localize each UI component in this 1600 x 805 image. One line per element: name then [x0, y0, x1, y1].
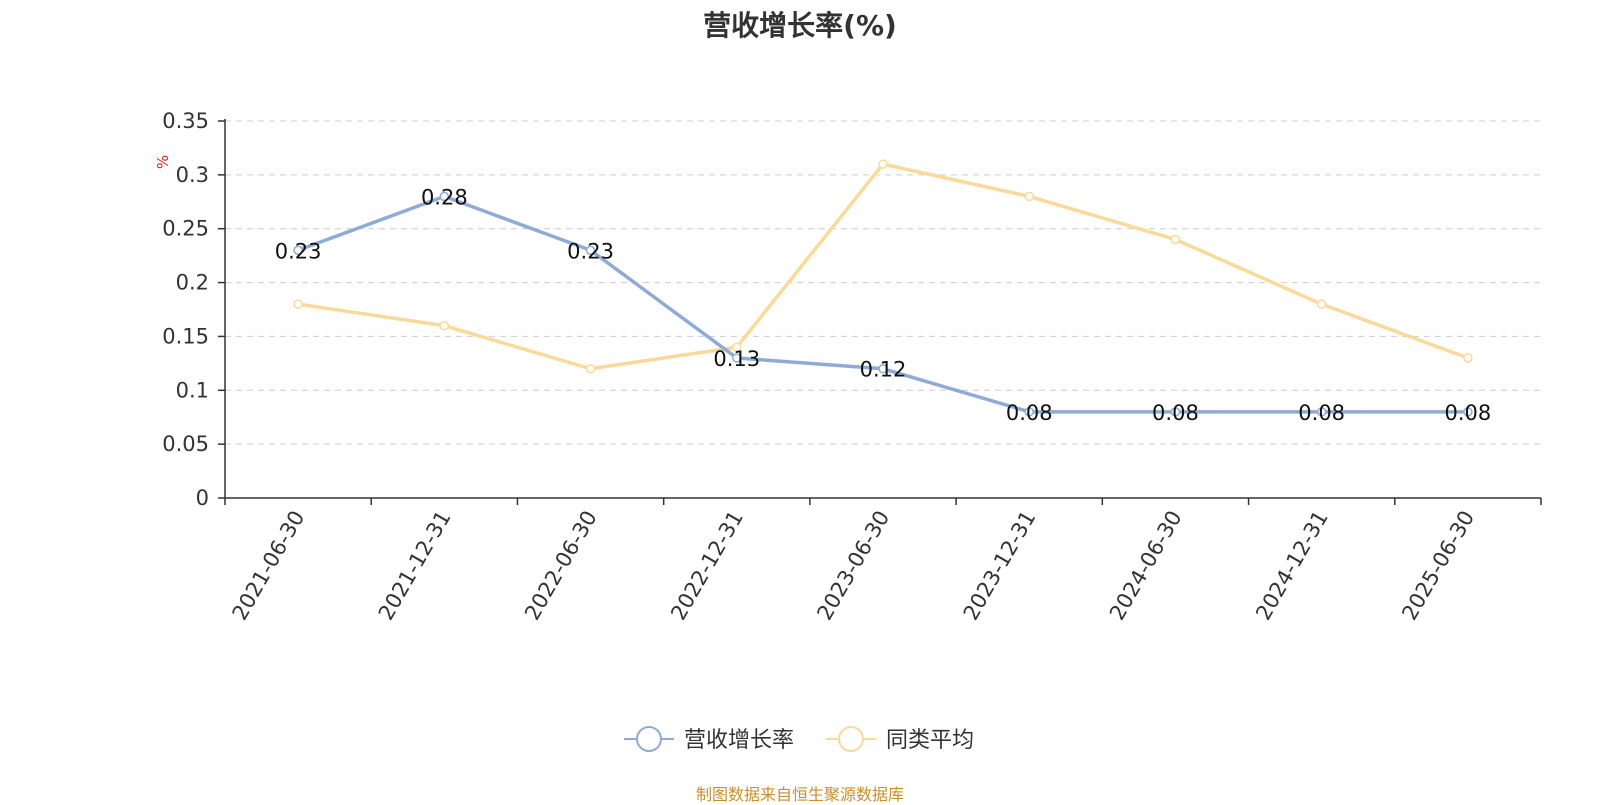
data-point	[1024, 191, 1034, 202]
data-point	[439, 320, 450, 331]
x-tick-label: 2021-12-31	[374, 507, 456, 625]
data-label: 0.12	[860, 358, 907, 382]
data-labels: 0.23 0.28 0.23 0.13 0.12 0.08 0.08 0.08 0.08	[275, 185, 1492, 424]
y-tick-label: 0.35	[162, 109, 209, 133]
x-tick-label: 2022-12-31	[666, 507, 748, 625]
x-tick-label: 2024-12-31	[1251, 507, 1333, 625]
data-label: 0.23	[567, 239, 614, 263]
chart-title: 营收增长率(%)	[703, 9, 897, 42]
y-tick-label: 0.05	[162, 432, 209, 456]
x-tick-label: 2022-06-30	[520, 507, 602, 625]
data-point	[732, 353, 742, 363]
x-tick-label: 2025-06-30	[1397, 507, 1479, 625]
y-tick-label: 0.1	[176, 378, 209, 402]
legend-item-revenue-growth[interactable]: 营收增长率	[624, 726, 794, 753]
series-line	[297, 162, 1469, 371]
data-point	[878, 363, 888, 374]
data-point	[878, 159, 888, 169]
series-revenue-growth	[293, 191, 1473, 417]
data-label: 0.08	[1006, 401, 1053, 425]
source-note: 制图数据来自恒生聚源数据库	[695, 785, 904, 804]
data-label: 0.08	[1445, 401, 1492, 425]
data-point	[1170, 407, 1181, 417]
legend[interactable]: 营收增长率 同类平均	[624, 726, 974, 753]
x-tick-label: 2023-06-30	[812, 507, 894, 625]
y-tick-label: 0.25	[162, 217, 209, 241]
data-point	[293, 245, 303, 256]
y-tick-label: 0	[196, 486, 209, 510]
data-point	[1170, 234, 1181, 245]
data-point	[1024, 407, 1034, 417]
legend-item-peer-average[interactable]: 同类平均	[826, 726, 974, 753]
y-tick-label: 0.15	[162, 324, 209, 348]
data-point	[293, 299, 303, 309]
y-tick-label: 0.3	[176, 163, 209, 187]
data-label: 0.13	[713, 347, 760, 371]
data-label: 0.08	[1152, 401, 1199, 425]
y-unit-label: %	[154, 155, 172, 169]
legend-marker	[838, 726, 864, 752]
x-tick-label: 2021-06-30	[228, 507, 310, 625]
legend-marker	[636, 726, 662, 752]
data-point	[1316, 407, 1327, 417]
legend-label: 同类平均	[886, 728, 974, 753]
data-point	[1463, 353, 1473, 363]
data-label: 0.28	[421, 185, 468, 209]
x-tick-label: 2024-06-30	[1105, 507, 1187, 625]
grid-lines	[225, 120, 1541, 445]
series-peer-average	[293, 159, 1473, 374]
data-point	[585, 363, 596, 374]
data-point	[1316, 299, 1327, 309]
data-label: 0.23	[275, 239, 322, 263]
y-tick-label: 0.2	[176, 271, 209, 295]
data-label: 0.08	[1298, 401, 1345, 425]
data-point	[439, 191, 450, 202]
series-lines	[293, 159, 1473, 417]
legend-label: 营收增长率	[684, 728, 794, 753]
data-point	[732, 342, 742, 352]
data-point	[585, 245, 596, 256]
data-point	[1463, 407, 1473, 417]
x-tick-label: 2023-12-31	[959, 507, 1041, 625]
